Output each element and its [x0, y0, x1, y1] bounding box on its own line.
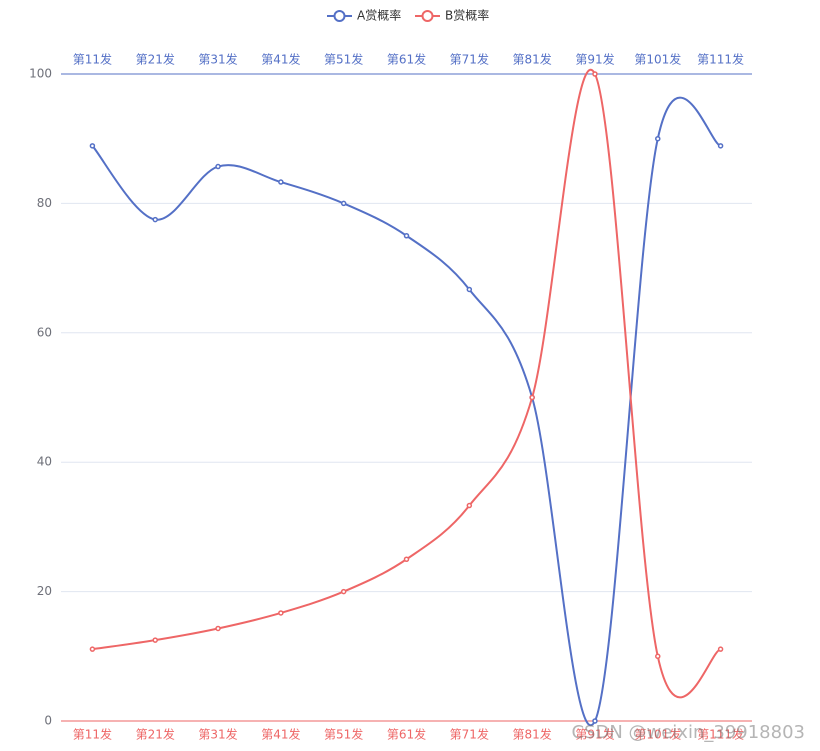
- series-line: [91, 96, 722, 726]
- x-top-tick-label: 第61发: [387, 52, 426, 67]
- data-point: [152, 216, 158, 223]
- x-top-tick-label: 第91发: [575, 52, 614, 67]
- x-bottom-tick-label: 第21发: [136, 727, 175, 742]
- x-top-tick-label: 第21发: [136, 52, 175, 67]
- x-bottom-tick-label: 第51发: [324, 727, 363, 742]
- y-tick-label: 80: [37, 196, 52, 210]
- x-bottom-tick-label: 第111发: [697, 727, 744, 742]
- legend-icon: [333, 10, 346, 22]
- x-top-tick-label: 第81发: [512, 52, 551, 67]
- data-point: [215, 163, 221, 170]
- x-bottom-tick-label: 第31发: [198, 727, 237, 742]
- y-tick-label: 20: [37, 584, 52, 598]
- x-bottom-tick-label: 第101发: [634, 727, 681, 742]
- legend-icon: [421, 10, 434, 22]
- data-point: [655, 135, 661, 142]
- data-point: [466, 286, 473, 293]
- data-point: [717, 143, 724, 149]
- x-top-tick-label: 第71发: [450, 52, 489, 67]
- x-top-tick-label: 第31发: [198, 52, 237, 67]
- x-top-tick-label: 第101发: [634, 52, 681, 67]
- x-top-tick-label: 第51发: [324, 52, 363, 67]
- y-tick-label: 40: [37, 455, 52, 469]
- y-tick-label: 100: [29, 67, 52, 81]
- x-top-tick-label: 第41发: [261, 52, 300, 67]
- y-tick-label: 60: [37, 325, 52, 339]
- data-point: [592, 71, 598, 77]
- legend-label: A赏概率: [357, 8, 401, 23]
- data-point: [340, 200, 347, 207]
- data-point: [89, 646, 96, 652]
- x-top-tick-label: 第11发: [73, 52, 112, 67]
- data-point: [152, 637, 158, 643]
- x-bottom-tick-label: 第71发: [450, 727, 489, 742]
- x-bottom-tick-label: 第11发: [73, 727, 112, 742]
- data-point: [592, 718, 598, 724]
- series-line: [92, 69, 722, 699]
- data-point: [655, 653, 661, 660]
- x-top-tick-label: 第111发: [697, 52, 744, 67]
- watermark: CSDN @weixin_39918803: [571, 722, 805, 743]
- data-point: [466, 502, 473, 509]
- data-point: [717, 646, 724, 652]
- data-point: [215, 625, 221, 632]
- data-point: [278, 179, 284, 185]
- x-bottom-tick-label: 第81发: [512, 727, 551, 742]
- data-point: [403, 233, 410, 239]
- data-point: [278, 610, 284, 616]
- data-point: [529, 394, 535, 401]
- y-tick-label: 0: [44, 714, 52, 728]
- x-bottom-tick-label: 第61发: [387, 727, 426, 742]
- data-point: [403, 556, 410, 562]
- x-bottom-tick-label: 第41发: [261, 727, 300, 742]
- data-point: [89, 143, 96, 149]
- legend-label: B赏概率: [445, 8, 489, 23]
- data-point: [340, 588, 347, 595]
- x-bottom-tick-label: 第91发: [575, 727, 614, 742]
